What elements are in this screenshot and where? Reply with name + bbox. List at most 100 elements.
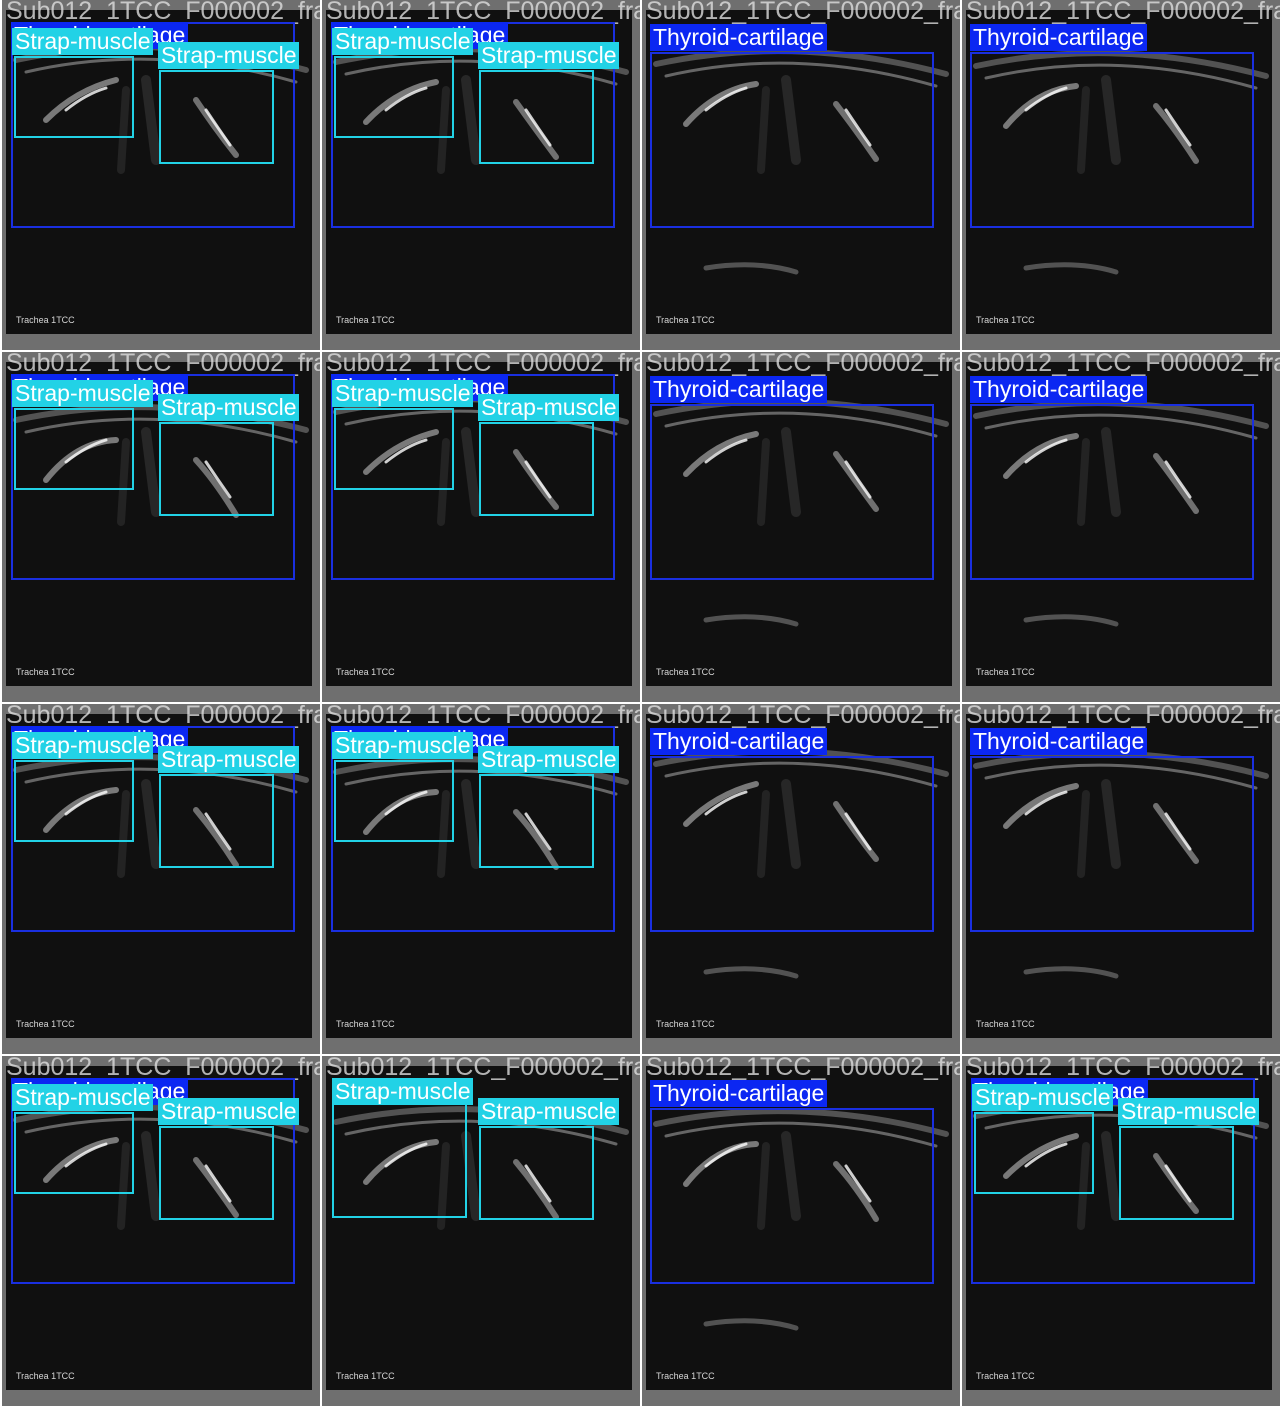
strap-muscle-label: Strap-muscle [1118, 1098, 1260, 1125]
scan-watermark: Trachea 1TCC [336, 1371, 395, 1381]
filename-label: Sub012_1TCC_F000002_frame025.png [646, 704, 960, 729]
filename-label: Sub012_1TCC_F000002_frame026.png [646, 1056, 960, 1081]
ultrasound-image: Trachea 1TCC [646, 362, 952, 686]
thyroid-cartilage-label: Thyroid-cartilage [650, 1080, 828, 1107]
thyroid-cartilage-label: Thyroid-cartilage [650, 376, 828, 403]
strap-muscle-box [1119, 1126, 1234, 1220]
image-tile: Trachea 1TCC Sub012_1TCC_F000002_frame012… [962, 352, 1280, 702]
filename-label: Sub012_1TCC_F000002_frame013.png [966, 704, 1280, 729]
scan-watermark: Trachea 1TCC [976, 315, 1035, 325]
thyroid-cartilage-label: Thyroid-cartilage [970, 376, 1148, 403]
scan-watermark: Trachea 1TCC [16, 1019, 75, 1029]
filename-label: Sub012_1TCC_F000002_frame019.png [6, 0, 320, 25]
thyroid-cartilage-label: Thyroid-cartilage [650, 728, 828, 755]
strap-muscle-box [334, 760, 454, 842]
strap-muscle-box [332, 1094, 467, 1218]
scan-watermark: Trachea 1TCC [656, 1019, 715, 1029]
filename-label: Sub012_1TCC_F000002_frame014.png [966, 1056, 1280, 1081]
scan-watermark: Trachea 1TCC [336, 315, 395, 325]
strap-muscle-box [159, 774, 274, 868]
scan-watermark: Trachea 1TCC [336, 1019, 395, 1029]
strap-muscle-label: Strap-muscle [332, 28, 474, 55]
scan-watermark: Trachea 1TCC [656, 667, 715, 677]
strap-muscle-box [14, 408, 134, 490]
strap-muscle-label: Strap-muscle [12, 1084, 154, 1111]
strap-muscle-box [14, 1112, 134, 1194]
scan-watermark: Trachea 1TCC [656, 315, 715, 325]
strap-muscle-label: Strap-muscle [332, 1078, 474, 1105]
strap-muscle-label: Strap-muscle [12, 380, 154, 407]
strap-muscle-label: Strap-muscle [478, 394, 620, 421]
filename-label: Sub012_1TCC_F000002_frame021.png [6, 704, 320, 729]
strap-muscle-label: Strap-muscle [478, 746, 620, 773]
strap-muscle-box [159, 70, 274, 164]
scan-watermark: Trachea 1TCC [16, 315, 75, 325]
thyroid-cartilage-label: Thyroid-cartilage [970, 728, 1148, 755]
image-tile: Trachea 1TCC Sub012_1TCC_F000002_frame021… [322, 704, 640, 1054]
image-tile: Trachea 1TCC Sub012_1TCC_F000002_frame022… [2, 1056, 320, 1406]
strap-muscle-box [14, 56, 134, 138]
thyroid-cartilage-box [650, 1108, 934, 1284]
ultrasound-image: Trachea 1TCC [646, 1066, 952, 1390]
ultrasound-image: Trachea 1TCC [966, 10, 1272, 334]
image-tile: Trachea 1TCC Sub012_1TCC_F000002_frame021… [2, 704, 320, 1054]
tissue-texture [653, 48, 949, 275]
tissue-texture [973, 400, 1269, 627]
strap-muscle-label: Strap-muscle [158, 1098, 300, 1125]
image-tile: Trachea 1TCC Sub012_1TCC_F000002_frame026… [642, 1056, 960, 1406]
strap-muscle-label: Strap-muscle [478, 1098, 620, 1125]
strap-muscle-label: Strap-muscle [158, 394, 300, 421]
filename-label: Sub012_1TCC_F000002_frame012.png [966, 352, 1280, 377]
thyroid-cartilage-box [970, 404, 1254, 580]
strap-muscle-box [479, 1126, 594, 1220]
scan-watermark: Trachea 1TCC [976, 667, 1035, 677]
filename-label: Sub012_1TCC_F000002_frame021.png [326, 704, 640, 729]
scan-watermark: Trachea 1TCC [656, 1371, 715, 1381]
strap-muscle-box [479, 774, 594, 868]
thyroid-cartilage-label: Thyroid-cartilage [970, 24, 1148, 51]
image-tile: Trachea 1TCC Sub012_1TCC_F000002_frame012… [962, 0, 1280, 350]
strap-muscle-box [479, 422, 594, 516]
scan-watermark: Trachea 1TCC [976, 1371, 1035, 1381]
filename-label: Sub012_1TCC_F000002_frame020.png [6, 352, 320, 377]
strap-muscle-label: Strap-muscle [478, 42, 620, 69]
image-tile: Trachea 1TCC Sub012_1TCC_F000002_frame019… [2, 0, 320, 350]
strap-muscle-box [159, 422, 274, 516]
filename-label: Sub012_1TCC_F000002_frame019.png [326, 0, 640, 25]
strap-muscle-box [159, 1126, 274, 1220]
scan-watermark: Trachea 1TCC [16, 667, 75, 677]
thyroid-cartilage-box [650, 404, 934, 580]
ultrasound-image: Trachea 1TCC [646, 714, 952, 1038]
strap-muscle-label: Strap-muscle [972, 1084, 1114, 1111]
image-tile: Trachea 1TCC Sub012_1TCC_F000002_frame019… [322, 0, 640, 350]
filename-label: Sub012_1TCC_F000002_frame012.png [966, 0, 1280, 25]
strap-muscle-box [974, 1112, 1094, 1194]
strap-muscle-label: Strap-muscle [12, 732, 154, 759]
image-tile: Trachea 1TCC Sub012_1TCC_F000002_frame013… [962, 704, 1280, 1054]
strap-muscle-box [14, 760, 134, 842]
image-tile: Trachea 1TCC Sub012_1TCC_F000002_frame020… [322, 352, 640, 702]
ultrasound-image: Trachea 1TCC [966, 362, 1272, 686]
tissue-texture [653, 1108, 949, 1331]
strap-muscle-label: Strap-muscle [158, 42, 300, 69]
thyroid-cartilage-box [650, 756, 934, 932]
strap-muscle-label: Strap-muscle [12, 28, 154, 55]
thyroid-cartilage-label: Thyroid-cartilage [650, 24, 828, 51]
scan-watermark: Trachea 1TCC [976, 1019, 1035, 1029]
thyroid-cartilage-box [970, 52, 1254, 228]
ultrasound-image: Trachea 1TCC [646, 10, 952, 334]
tissue-texture [653, 398, 949, 627]
scan-watermark: Trachea 1TCC [336, 667, 395, 677]
filename-label: Sub012_1TCC_F000002_frame022.png [6, 1056, 320, 1081]
image-tile: Trachea 1TCC Sub012_1TCC_F000002_frame024… [642, 352, 960, 702]
strap-muscle-box [479, 70, 594, 164]
filename-label: Sub012_1TCC_F000002_frame023.png [646, 0, 960, 25]
image-tile: Trachea 1TCC Sub012_1TCC_F000002_frame020… [2, 352, 320, 702]
thyroid-cartilage-box [650, 52, 934, 228]
filename-label: Sub012_1TCC_F000002_frame022.png [326, 1056, 640, 1081]
strap-muscle-label: Strap-muscle [332, 380, 474, 407]
image-tile: Trachea 1TCC Sub012_1TCC_F000002_frame022… [322, 1056, 640, 1406]
thyroid-cartilage-box [970, 756, 1254, 932]
strap-muscle-label: Strap-muscle [158, 746, 300, 773]
